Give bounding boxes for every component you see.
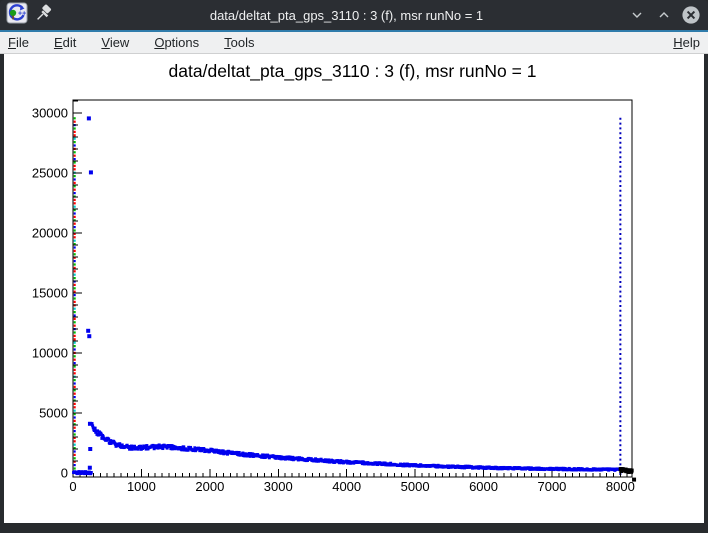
menu-item-edit[interactable]: Edit [53,35,77,50]
histogram-plot: data/deltat_pta_gps_3110 : 3 (f), msr ru… [32,61,637,494]
menu-item-options[interactable]: Options [154,35,200,50]
menu-item-view[interactable]: View [101,35,130,50]
plot-canvas[interactable]: data/deltat_pta_gps_3110 : 3 (f), msr ru… [4,54,704,523]
svg-text:6000: 6000 [469,479,498,494]
chevron-up-icon [659,12,668,18]
svg-text:30000: 30000 [32,105,68,120]
menu-item-file[interactable]: File [8,35,29,50]
t0-line [73,117,76,474]
axes-ticks [72,100,628,477]
svg-text:2000: 2000 [195,479,224,494]
svg-text:5000: 5000 [401,479,430,494]
svg-text:25000: 25000 [32,165,68,180]
svg-text:4000: 4000 [332,479,361,494]
svg-text:8000: 8000 [606,479,635,494]
window-title: data/deltat_pta_gps_3110 : 3 (f), msr ru… [209,7,484,23]
svg-text:15000: 15000 [32,286,68,301]
close-icon [681,6,700,24]
minimize-button[interactable] [623,1,650,29]
root-app-icon[interactable]: ++ [6,2,28,29]
svg-text:0: 0 [69,479,76,494]
svg-text:10000: 10000 [32,346,68,361]
svg-text:7000: 7000 [537,479,566,494]
svg-text:1000: 1000 [127,479,156,494]
svg-text:5000: 5000 [39,406,68,421]
svg-text:0: 0 [61,466,68,481]
axes-labels: 0 1000 2000 3000 4000 5000 6000 7000 8000 0 5000 10… [32,105,635,494]
plot-title: data/deltat_pta_gps_3110 : 3 (f), msr ru… [169,61,537,82]
menubar: File Edit View Options Tools Help [0,32,708,54]
active-window-accent-line [0,30,708,32]
svg-text:20000: 20000 [32,225,68,240]
maximize-button[interactable] [650,1,677,29]
menu-item-tools[interactable]: Tools [224,35,255,50]
data-points [72,116,637,482]
menu-item-help[interactable]: Help [673,35,700,50]
titlebar[interactable]: ++ data/deltat_pta_gps_3110 : 3 (f), msr… [0,0,708,30]
svg-text:3000: 3000 [264,479,293,494]
pin-icon[interactable] [34,3,54,28]
close-button[interactable] [677,1,704,29]
svg-text:++: ++ [18,10,26,17]
chevron-down-icon [632,12,641,18]
plot-frame [72,99,633,478]
